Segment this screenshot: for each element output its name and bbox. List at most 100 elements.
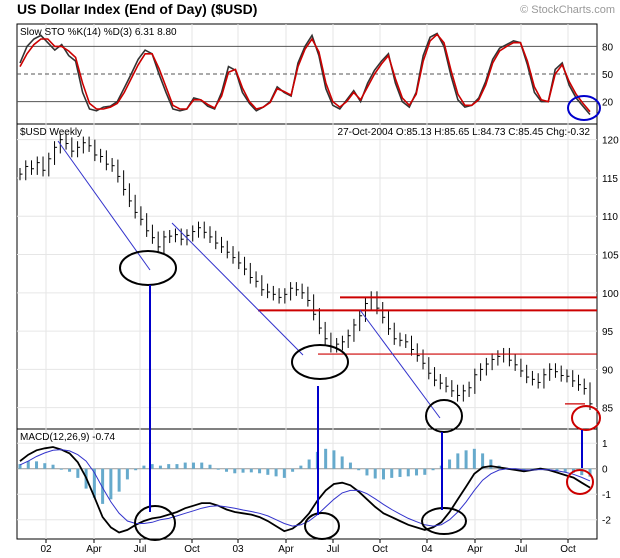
x-tick-label: Jul (134, 544, 147, 555)
macd-histogram-bar (249, 468, 253, 473)
macd-histogram-bar (241, 468, 245, 473)
macd-histogram-bar (167, 464, 171, 469)
price-tick-label: 95 (602, 327, 614, 338)
macd-histogram-bar (348, 462, 352, 469)
macd-histogram-bar (225, 468, 229, 472)
price-tick-label: 110 (602, 212, 618, 223)
macd-histogram-bar (324, 448, 328, 469)
trend-line (359, 309, 441, 419)
price-quote: 27-Oct-2004 O:85.13 H:85.65 L:84.73 C:85… (338, 127, 591, 138)
macd-histogram-bar (26, 461, 30, 469)
macd-histogram-bar (35, 461, 39, 469)
highlight-ellipse (567, 95, 601, 121)
macd-histogram-bar (448, 459, 452, 469)
macd-chart: 1 0 -1 -2 (17, 439, 611, 534)
macd-histogram-bar (282, 468, 286, 478)
macd-histogram-bar (183, 462, 187, 469)
highlight-ellipse (134, 505, 176, 541)
macd-histogram-bar (423, 468, 427, 475)
x-tick-label: 04 (421, 544, 433, 555)
macd-histogram-bar (158, 465, 162, 469)
x-tick-label: Oct (184, 544, 200, 555)
macd-histogram-bar (472, 448, 476, 469)
x-tick-label: Jul (327, 544, 340, 555)
macd-histogram-bar (266, 468, 270, 475)
macd-histogram-bar (332, 450, 336, 469)
macd-histogram-bar (588, 468, 592, 477)
stochastic-chart: 80 50 20 (17, 32, 614, 116)
stochastic-tick-label: 20 (602, 98, 614, 109)
macd-histogram-bar (208, 464, 212, 469)
macd-histogram-bar (274, 468, 278, 477)
stochastic-series-k (19, 32, 591, 116)
macd-histogram-bar (373, 468, 377, 479)
x-tick-label: Oct (372, 544, 388, 555)
macd-histogram-bar (563, 468, 567, 473)
macd-histogram-bar (101, 468, 105, 504)
macd-histogram-bar (68, 468, 72, 472)
macd-series-macd (19, 446, 591, 534)
macd-histogram-bar (92, 468, 96, 498)
x-tick-label: 02 (40, 544, 52, 555)
price-tick-label: 105 (602, 251, 619, 262)
macd-histogram-bar (464, 450, 468, 469)
macd-histogram-bar (191, 462, 195, 469)
macd-tick-label: -2 (602, 516, 611, 527)
macd-histogram-bar (522, 468, 526, 471)
x-tick-label: Jul (515, 544, 528, 555)
macd-histogram-bar (431, 468, 435, 471)
macd-histogram-bar (76, 468, 80, 478)
price-label: $USD Weekly (20, 127, 82, 138)
price-tick-label: 100 (602, 289, 619, 300)
price-panel (16, 123, 598, 430)
macd-histogram-bar (299, 465, 303, 469)
highlight-ellipse (291, 344, 349, 380)
macd-histogram-bar (43, 463, 47, 469)
macd-histogram-bar (365, 468, 369, 476)
macd-tick-label: -1 (602, 490, 611, 501)
macd-histogram-bar (200, 462, 204, 469)
highlight-ellipse (421, 507, 467, 535)
stochastic-tick-label: 80 (602, 42, 614, 53)
macd-tick-label: 0 (602, 465, 608, 476)
macd-histogram-bar (357, 468, 361, 471)
annotations (119, 95, 601, 541)
macd-histogram-bar (390, 468, 394, 478)
macd-histogram-bar (555, 468, 559, 471)
macd-histogram-bar (291, 468, 295, 472)
stochastic-series-d (19, 33, 591, 113)
x-tick-label: Apr (278, 544, 294, 555)
price-chart: 120 115 110 105 100 95 90 85 (17, 133, 619, 419)
stochastic-label: Slow STO %K(14) %D(3) 6.31 8.80 (20, 27, 177, 38)
macd-histogram-bar (481, 453, 485, 469)
macd-histogram-bar (398, 468, 402, 477)
macd-histogram-bar (233, 468, 237, 474)
x-tick-label: 03 (232, 544, 244, 555)
chart-title: US Dollar Index (End of Day) ($USD) (17, 1, 257, 17)
macd-histogram-bar (51, 464, 55, 469)
x-tick-label: Oct (560, 544, 576, 555)
price-tick-label: 115 (602, 174, 618, 185)
vertical-gridlines (45, 24, 569, 539)
highlight-ellipse (304, 512, 340, 540)
trend-line (57, 140, 151, 271)
macd-histogram-bar (340, 456, 344, 469)
macd-histogram-bar (142, 465, 146, 469)
macd-histogram-bar (59, 468, 63, 470)
price-tick-label: 90 (602, 365, 614, 376)
macd-histogram-bar (456, 453, 460, 469)
macd-histogram-bar (117, 468, 121, 492)
macd-histogram-bar (580, 468, 584, 476)
x-tick-label: Apr (86, 544, 102, 555)
highlight-ellipse (119, 250, 177, 286)
price-tick-label: 85 (602, 404, 614, 415)
stochastic-tick-label: 50 (602, 70, 614, 81)
macd-histogram-bar (489, 459, 493, 469)
macd-histogram-bar (381, 468, 385, 480)
highlight-ellipse (425, 399, 463, 433)
macd-histogram-bar (175, 464, 179, 469)
macd-tick-label: 1 (602, 439, 608, 450)
macd-histogram-bar (415, 468, 419, 476)
macd-histogram-bar (134, 468, 138, 471)
